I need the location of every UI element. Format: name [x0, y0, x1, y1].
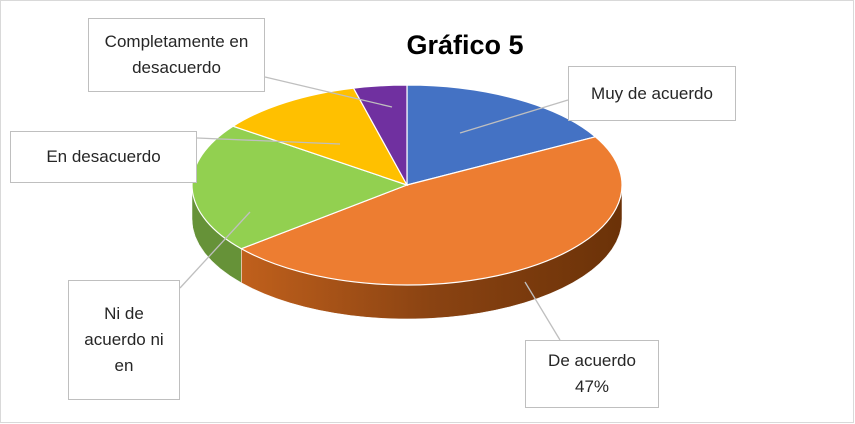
chart-title: Gráfico 5 — [406, 30, 524, 60]
pie — [191, 84, 623, 320]
label-category: Completamente en desacuerdo — [104, 32, 249, 77]
data-label: Ni de acuerdo ni en — [68, 280, 180, 400]
leader-lines — [179, 76, 569, 341]
label-value: 47% — [574, 377, 610, 396]
slice — [406, 84, 597, 186]
leader-line — [196, 137, 341, 145]
label-category: Muy de acuerdo — [591, 83, 713, 103]
slice — [352, 84, 408, 186]
leader-line — [459, 99, 569, 134]
slice — [231, 87, 409, 187]
leader-line — [264, 76, 393, 108]
data-label: Completamente en desacuerdo — [88, 18, 265, 92]
data-label: Muy de acuerdo — [568, 66, 736, 121]
slice — [239, 136, 623, 286]
label-category: En desacuerdo — [46, 147, 161, 166]
leader-line — [179, 211, 251, 289]
label-category: De acuerdo — [548, 351, 636, 370]
leader-line — [524, 281, 561, 341]
label-category: Ni de acuerdo ni en — [84, 304, 164, 375]
data-label: De acuerdo 47% — [525, 340, 659, 408]
data-label: En desacuerdo — [10, 131, 197, 183]
